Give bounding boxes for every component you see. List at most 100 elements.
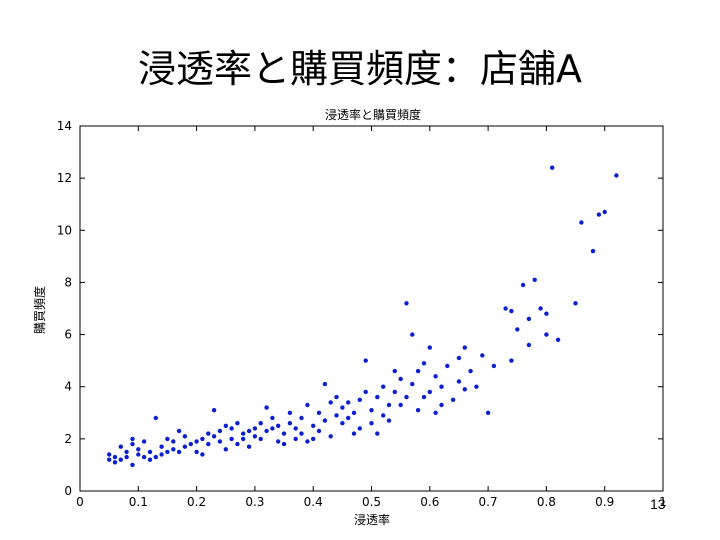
data-point (503, 306, 508, 311)
y-tick-label: 10 (57, 223, 72, 237)
data-point (165, 449, 170, 455)
x-tick-label: 0.6 (420, 495, 439, 509)
data-point (141, 454, 147, 460)
data-point (305, 439, 310, 444)
y-tick-label: 0 (64, 484, 72, 498)
data-point (182, 434, 188, 439)
data-point (340, 421, 345, 426)
data-point (299, 431, 304, 436)
data-point (293, 426, 298, 431)
data-point (579, 220, 584, 225)
data-point (468, 368, 473, 374)
data-point (194, 449, 199, 455)
x-tick-label: 0.7 (479, 495, 498, 509)
data-point (491, 363, 497, 369)
data-point (550, 165, 555, 170)
data-point (462, 345, 467, 350)
data-point (433, 374, 438, 379)
data-point (322, 418, 328, 423)
data-point (305, 402, 310, 408)
y-tick-label: 4 (64, 380, 72, 394)
chart-title: 浸透率と購買頻度 (325, 107, 421, 122)
data-point (217, 439, 223, 444)
data-point (200, 436, 205, 442)
data-point (136, 452, 141, 457)
x-tick-label: 0.2 (187, 495, 206, 509)
data-point (456, 355, 462, 361)
data-point (258, 421, 263, 426)
data-point (357, 397, 362, 402)
data-point (369, 408, 374, 413)
y-tick-label: 14 (57, 119, 72, 133)
data-point (445, 363, 450, 369)
data-point (206, 431, 211, 436)
data-point (316, 428, 322, 434)
data-point (410, 332, 415, 337)
data-point (509, 308, 514, 314)
data-point (299, 415, 304, 421)
data-point (182, 444, 188, 449)
data-point (124, 449, 129, 455)
data-point (176, 449, 182, 455)
data-point (398, 402, 403, 408)
data-point (171, 447, 176, 452)
data-point (573, 301, 578, 306)
data-point (235, 441, 240, 447)
data-point (381, 413, 386, 418)
data-point (555, 337, 561, 342)
data-point (311, 423, 316, 428)
data-point (136, 447, 141, 452)
data-point (544, 311, 549, 316)
data-point (264, 405, 269, 410)
data-point (596, 212, 602, 217)
data-point (246, 428, 252, 434)
data-point (130, 441, 135, 447)
x-axis-ticks: 0 0.1 0.2 0.3 0.4 0.5 0.6 0.7 0.8 0.9 1 (76, 126, 667, 509)
data-point (386, 402, 392, 408)
data-point (369, 421, 374, 426)
data-point (223, 447, 228, 452)
data-point (427, 345, 432, 350)
y-axis-ticks: 0 2 4 6 8 10 12 14 (57, 119, 663, 498)
data-point (176, 428, 182, 434)
data-point (258, 436, 263, 442)
data-point (252, 434, 258, 439)
data-point (404, 394, 409, 400)
data-point (159, 452, 164, 457)
data-point (153, 454, 158, 460)
x-tick-label: 0 (76, 495, 84, 509)
data-point (381, 384, 386, 389)
data-point (421, 361, 427, 366)
data-point (392, 389, 397, 395)
x-tick-label: 0.1 (129, 495, 148, 509)
x-tick-label: 0.5 (362, 495, 381, 509)
x-tick-label: 0.9 (595, 495, 614, 509)
page-number: 13 (650, 496, 666, 512)
data-point (241, 436, 246, 442)
data-point (386, 418, 392, 423)
data-point (107, 452, 112, 457)
data-point (322, 381, 328, 387)
data-point (334, 413, 339, 418)
data-point (276, 423, 281, 428)
data-point (520, 282, 526, 288)
data-point (450, 397, 456, 402)
data-point (211, 408, 217, 413)
data-point (485, 410, 491, 415)
data-point (229, 436, 234, 442)
data-point (112, 454, 118, 460)
y-tick-label: 2 (64, 432, 72, 446)
data-point (118, 457, 124, 462)
data-point (346, 400, 351, 405)
y-tick-label: 6 (64, 328, 72, 342)
data-point (538, 306, 543, 311)
data-point (515, 327, 520, 332)
data-point (211, 434, 217, 439)
data-point (118, 444, 124, 449)
data-point (206, 441, 211, 447)
data-point (165, 436, 170, 442)
data-point (287, 421, 293, 426)
data-point (375, 431, 380, 436)
data-point (590, 248, 596, 254)
